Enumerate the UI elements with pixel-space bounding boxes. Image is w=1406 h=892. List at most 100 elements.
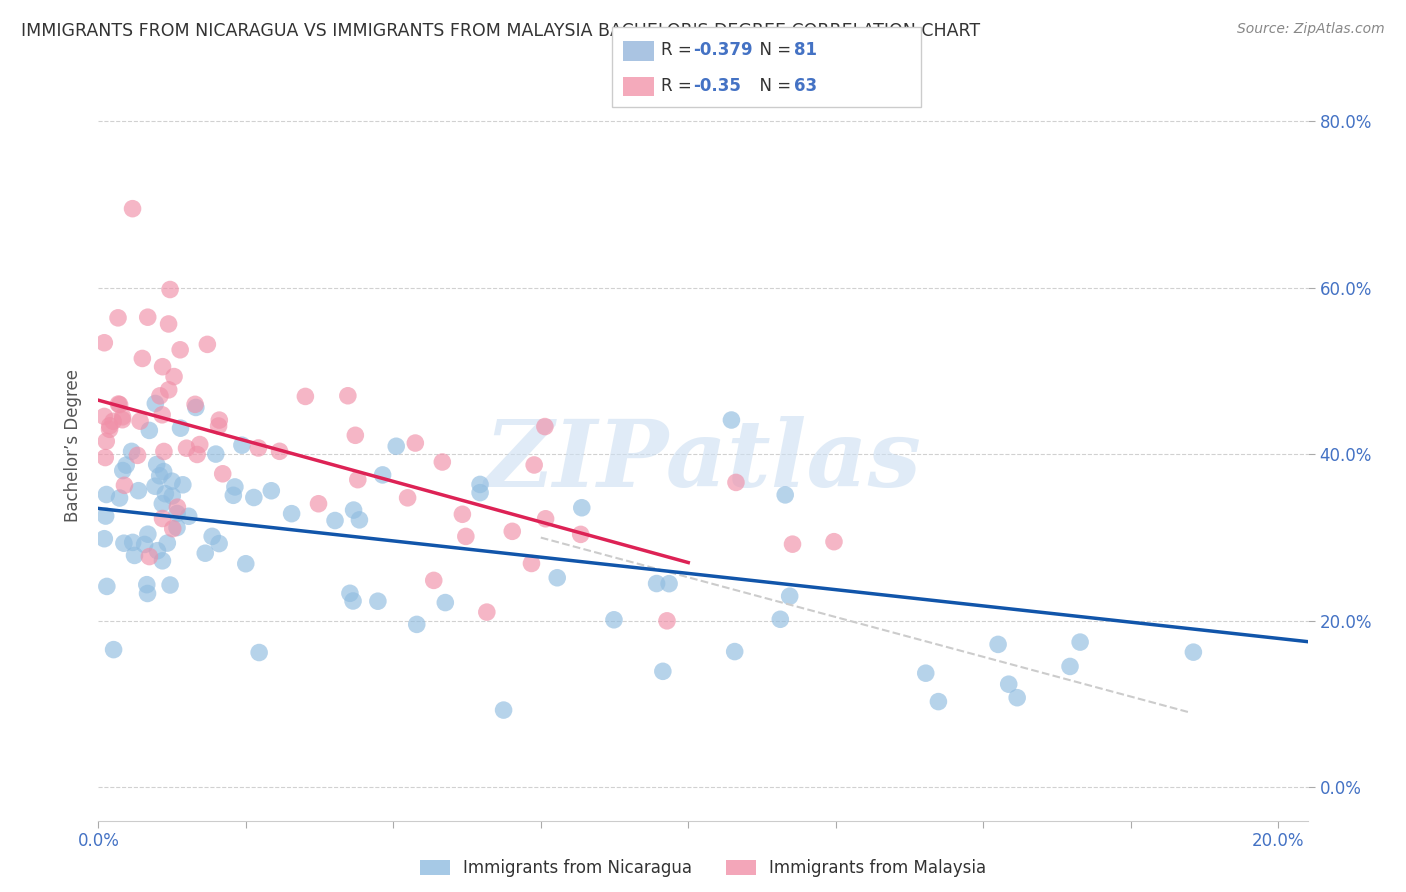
Point xyxy=(927,695,949,709)
Point xyxy=(501,524,523,539)
Text: ZIPatlas: ZIPatlas xyxy=(485,416,921,506)
Point xyxy=(93,409,115,424)
Point xyxy=(247,646,270,660)
Point xyxy=(107,397,129,411)
Point xyxy=(143,396,166,410)
Point xyxy=(124,549,146,563)
Point xyxy=(658,576,681,591)
Point xyxy=(571,500,593,515)
Point xyxy=(779,589,801,603)
Point xyxy=(344,428,367,442)
Point xyxy=(121,444,143,458)
Point xyxy=(569,527,592,541)
Point xyxy=(152,554,174,568)
Point xyxy=(367,594,389,608)
Point xyxy=(235,557,257,571)
Point xyxy=(184,401,207,415)
Point xyxy=(1182,645,1205,659)
Point xyxy=(349,513,371,527)
Point xyxy=(94,509,117,524)
Point xyxy=(156,536,179,550)
Point xyxy=(773,488,796,502)
Point xyxy=(143,479,166,493)
Point xyxy=(131,351,153,366)
Point xyxy=(269,444,291,458)
Point xyxy=(523,458,546,472)
Point xyxy=(163,369,186,384)
Text: -0.35: -0.35 xyxy=(693,77,741,95)
Point xyxy=(186,447,208,461)
Point xyxy=(1059,659,1081,673)
Point xyxy=(914,666,936,681)
Point xyxy=(159,578,181,592)
Point xyxy=(987,637,1010,651)
Point xyxy=(1005,690,1028,705)
Point xyxy=(108,491,131,505)
Point xyxy=(169,421,191,435)
Point xyxy=(152,511,174,525)
Point xyxy=(115,458,138,472)
Point xyxy=(454,529,477,543)
Point xyxy=(323,514,346,528)
Point xyxy=(152,465,174,479)
Point xyxy=(101,414,124,428)
Point xyxy=(782,537,804,551)
Point xyxy=(153,444,176,458)
Point xyxy=(208,536,231,550)
Point xyxy=(172,477,194,491)
Point xyxy=(342,594,364,608)
Point xyxy=(434,596,457,610)
Point xyxy=(260,483,283,498)
Point xyxy=(188,437,211,451)
Point xyxy=(159,283,181,297)
Point xyxy=(112,536,135,550)
Text: N =: N = xyxy=(749,77,797,95)
Point xyxy=(201,529,224,543)
Point xyxy=(93,335,115,350)
Point xyxy=(138,549,160,564)
Point xyxy=(96,487,118,501)
Point xyxy=(184,397,207,411)
Text: N =: N = xyxy=(749,41,797,59)
Point xyxy=(534,419,557,434)
Point xyxy=(475,605,498,619)
Text: -0.379: -0.379 xyxy=(693,41,752,59)
Point xyxy=(96,579,118,593)
Point xyxy=(121,202,143,216)
Point xyxy=(111,409,134,424)
Point xyxy=(404,436,426,450)
Point xyxy=(135,577,157,591)
Point xyxy=(294,389,316,403)
Y-axis label: Bachelor’s Degree: Bachelor’s Degree xyxy=(65,369,83,523)
Point xyxy=(342,503,364,517)
Point xyxy=(208,413,231,427)
Legend: Immigrants from Nicaragua, Immigrants from Malaysia: Immigrants from Nicaragua, Immigrants fr… xyxy=(413,853,993,884)
Point xyxy=(157,317,180,331)
Text: Source: ZipAtlas.com: Source: ZipAtlas.com xyxy=(1237,22,1385,37)
Point xyxy=(98,422,121,436)
Point xyxy=(134,537,156,551)
Point xyxy=(396,491,419,505)
Point xyxy=(468,477,491,491)
Text: 81: 81 xyxy=(794,41,817,59)
Point xyxy=(166,520,188,534)
Point xyxy=(157,383,180,397)
Point xyxy=(155,487,177,501)
Point xyxy=(1069,635,1091,649)
Point xyxy=(127,448,149,462)
Point xyxy=(129,414,152,428)
Point xyxy=(468,485,491,500)
Point xyxy=(997,677,1019,691)
Point xyxy=(204,447,226,461)
Point xyxy=(114,478,136,492)
Point xyxy=(103,642,125,657)
Point xyxy=(195,337,218,351)
Point xyxy=(194,546,217,560)
Point xyxy=(492,703,515,717)
Text: R =: R = xyxy=(661,77,697,95)
Point xyxy=(724,644,747,658)
Point xyxy=(94,450,117,465)
Point xyxy=(149,389,172,403)
Point xyxy=(724,475,747,490)
Point xyxy=(336,389,359,403)
